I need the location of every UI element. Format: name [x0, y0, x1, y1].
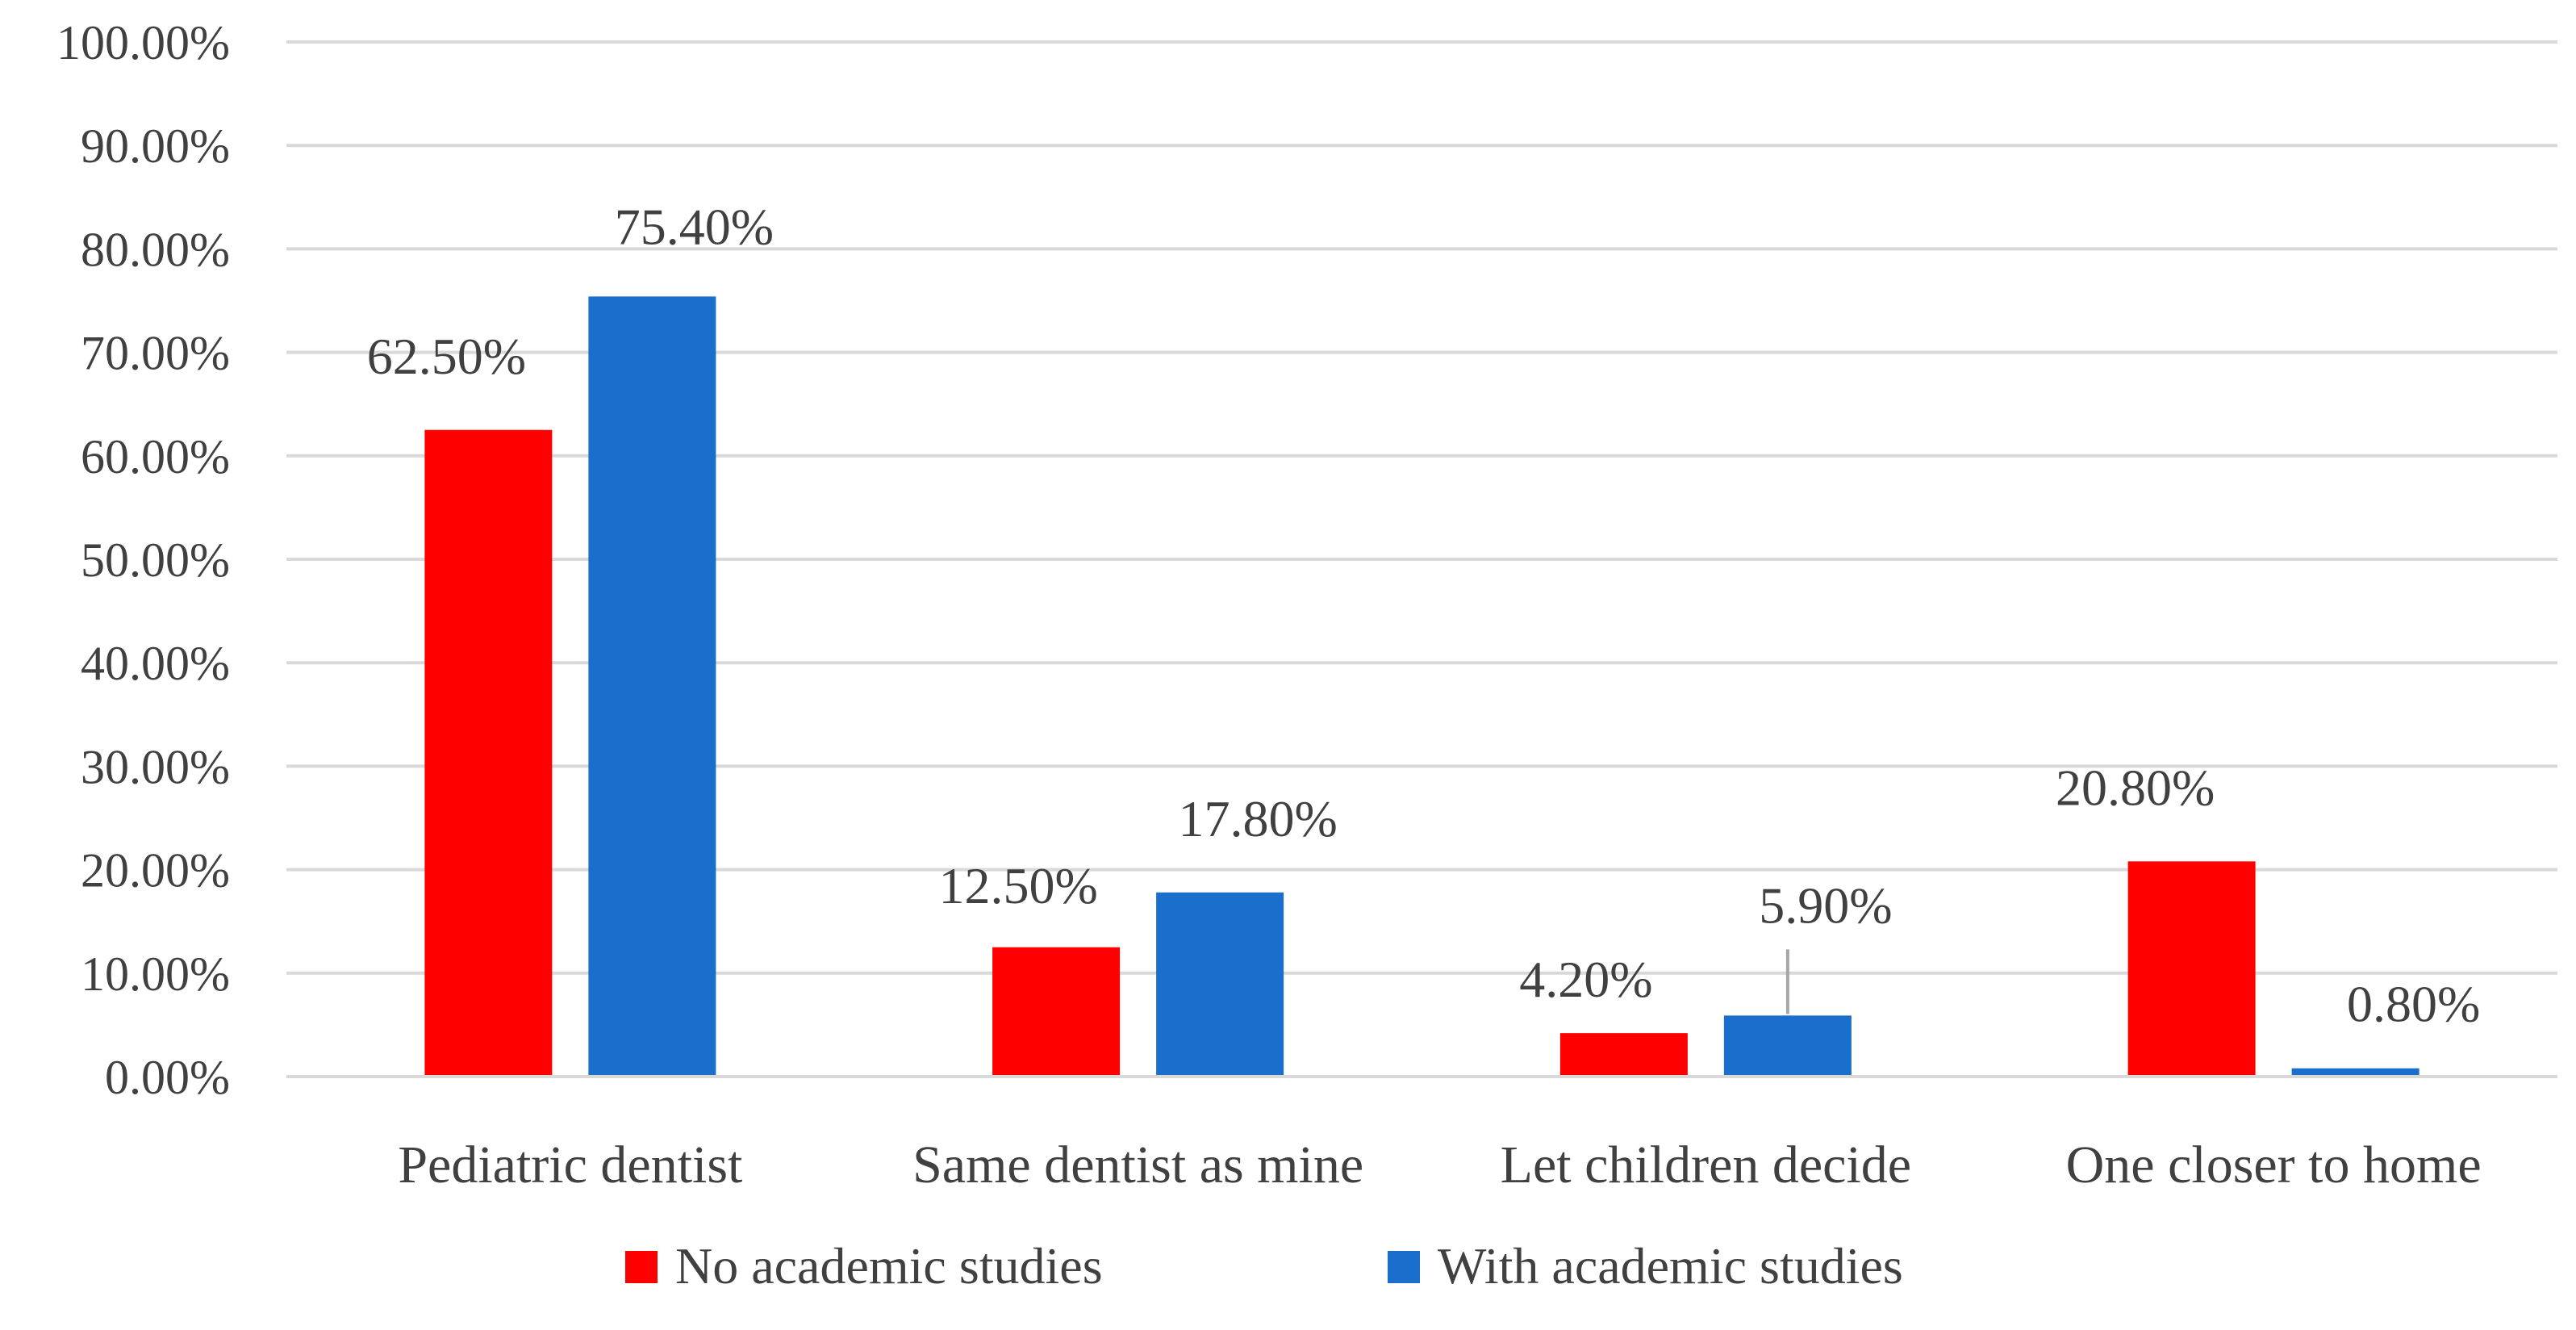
bar-no-academic — [2127, 861, 2256, 1077]
y-tick-label: 70.00% — [81, 327, 230, 380]
data-label: 75.40% — [615, 198, 774, 255]
y-tick-label: 40.00% — [81, 637, 230, 690]
x-category-label: One closer to home — [2066, 1136, 2482, 1194]
x-axis: Pediatric dentist Same dentist as mine Let… — [286, 1075, 2557, 1194]
y-tick-label: 20.00% — [81, 844, 230, 897]
bar-no-academic — [1559, 1033, 1688, 1077]
x-category-label: Pediatric dentist — [398, 1136, 742, 1194]
y-tick-label: 60.00% — [81, 430, 230, 483]
y-axis: 0.00% 10.00% 20.00% 30.00% 40.00% 50.00% 60.00… — [56, 16, 230, 1104]
data-label: 4.20% — [1519, 951, 1652, 1008]
legend: No academic studies With academic studies — [625, 1237, 1903, 1294]
legend-label: No academic studies — [675, 1237, 1103, 1294]
x-category-label: Let children decide — [1501, 1136, 1911, 1194]
data-label: 12.50% — [938, 857, 1097, 914]
x-category-label: Same dentist as mine — [912, 1136, 1363, 1194]
legend-item: No academic studies — [625, 1237, 1103, 1294]
bar-no-academic — [424, 429, 553, 1077]
data-label: 20.80% — [2056, 759, 2215, 816]
data-label: 5.90% — [1759, 876, 1892, 934]
bar-with-academic — [1723, 1015, 1852, 1077]
data-label: 62.50% — [367, 328, 526, 385]
legend-label: With academic studies — [1438, 1237, 1903, 1294]
data-labels: 62.50% 75.40% 12.50% 17.80% 4.20% 5.90% 20.80%… — [367, 198, 2481, 1032]
bar-no-academic — [992, 947, 1121, 1077]
y-tick-label: 90.00% — [81, 119, 230, 173]
bar-with-academic — [588, 296, 716, 1077]
y-tick-label: 80.00% — [81, 223, 230, 276]
legend-item: With academic studies — [1388, 1237, 1903, 1294]
y-tick-label: 30.00% — [81, 740, 230, 793]
y-tick-label: 0.00% — [105, 1051, 230, 1104]
data-label: 17.80% — [1178, 790, 1337, 847]
bar-with-academic — [2291, 1068, 2419, 1077]
bar-with-academic — [1156, 892, 1284, 1077]
legend-swatch — [625, 1251, 658, 1283]
y-tick-label: 50.00% — [81, 533, 230, 587]
data-label: 0.80% — [2347, 976, 2480, 1033]
y-tick-label: 100.00% — [56, 16, 230, 69]
y-tick-label: 10.00% — [81, 947, 230, 1001]
bars — [424, 296, 2419, 1077]
legend-swatch — [1388, 1251, 1420, 1283]
